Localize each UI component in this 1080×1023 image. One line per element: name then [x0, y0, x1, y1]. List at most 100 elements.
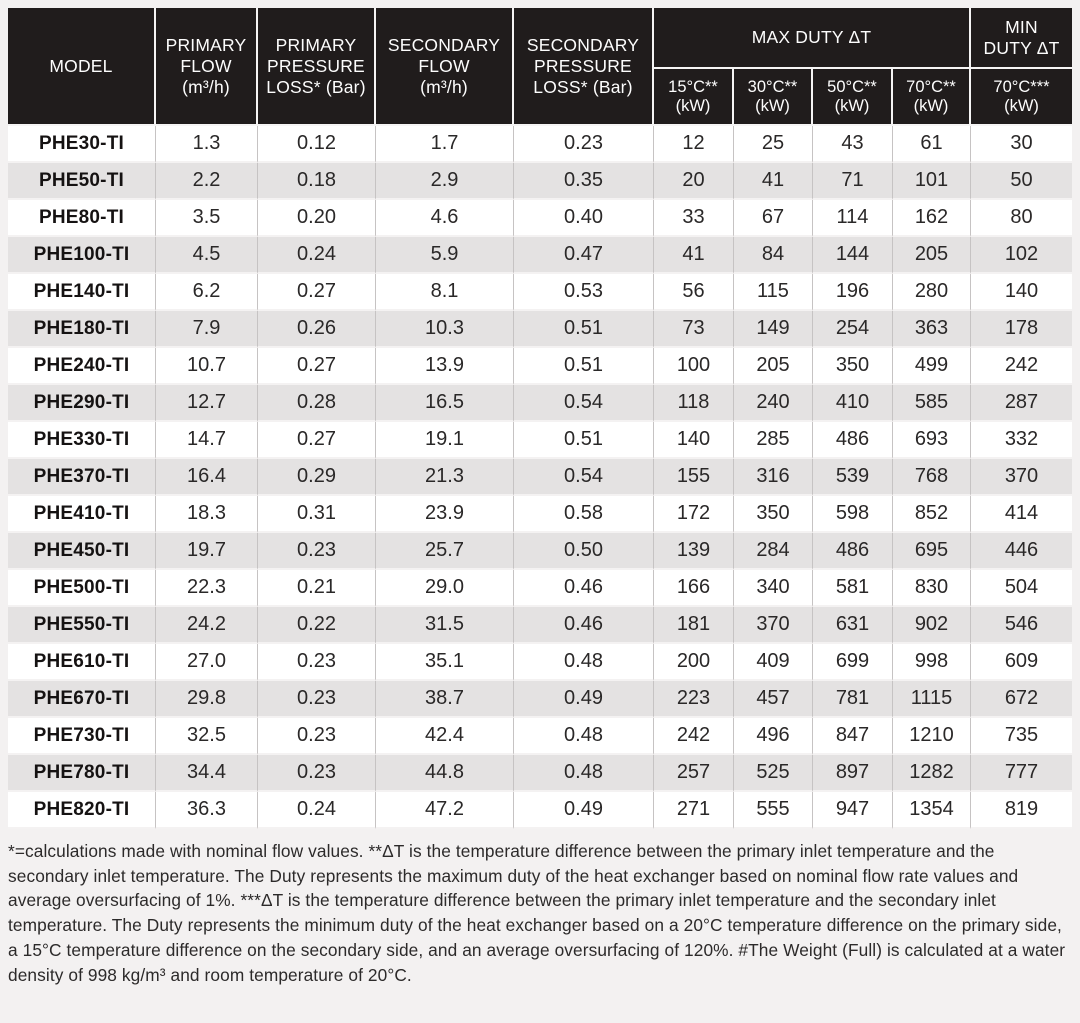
secondary-pressure-loss-cell: 0.46	[514, 570, 654, 607]
max-duty-70c-cell: 768	[893, 459, 971, 496]
min-duty-70c-cell: 370	[971, 459, 1072, 496]
min-duty-70c-cell: 735	[971, 718, 1072, 755]
primary-pressure-loss-cell: 0.28	[258, 385, 376, 422]
max-duty-50c-cell: 897	[813, 755, 893, 792]
table-row: PHE610-TI 27.0 0.23 35.1 0.48 200 409 69…	[8, 644, 1072, 681]
model-cell: PHE290-TI	[8, 385, 156, 422]
primary-flow-cell: 19.7	[156, 533, 258, 570]
table-row: PHE180-TI 7.9 0.26 10.3 0.51 73 149 254 …	[8, 311, 1072, 348]
primary-pressure-loss-cell: 0.27	[258, 422, 376, 459]
min-duty-70c-cell: 178	[971, 311, 1072, 348]
min-duty-70c-cell: 80	[971, 200, 1072, 237]
model-cell: PHE820-TI	[8, 792, 156, 829]
primary-flow-cell: 3.5	[156, 200, 258, 237]
primary-pressure-loss-cell: 0.21	[258, 570, 376, 607]
model-cell: PHE180-TI	[8, 311, 156, 348]
table-row: PHE500-TI 22.3 0.21 29.0 0.46 166 340 58…	[8, 570, 1072, 607]
max-duty-50c-cell: 486	[813, 533, 893, 570]
table-row: PHE330-TI 14.7 0.27 19.1 0.51 140 285 48…	[8, 422, 1072, 459]
table-row: PHE240-TI 10.7 0.27 13.9 0.51 100 205 35…	[8, 348, 1072, 385]
max-duty-70c-cell: 205	[893, 237, 971, 274]
max-duty-15c-cell: 139	[654, 533, 734, 570]
max-duty-30c-cell: 285	[734, 422, 813, 459]
max-duty-70c-cell: 902	[893, 607, 971, 644]
secondary-flow-cell: 1.7	[376, 126, 514, 163]
primary-flow-cell: 6.2	[156, 274, 258, 311]
primary-flow-cell: 4.5	[156, 237, 258, 274]
min-duty-70c-cell: 50	[971, 163, 1072, 200]
secondary-pressure-loss-cell: 0.58	[514, 496, 654, 533]
primary-pressure-loss-cell: 0.23	[258, 718, 376, 755]
col-header-secondary-pressure-loss: SECONDARY PRESSURE LOSS* (Bar)	[514, 8, 654, 126]
model-cell: PHE450-TI	[8, 533, 156, 570]
max-duty-30c-cell: 370	[734, 607, 813, 644]
max-duty-50c-cell: 847	[813, 718, 893, 755]
max-duty-50c-cell: 581	[813, 570, 893, 607]
max-duty-50c-cell: 254	[813, 311, 893, 348]
table-row: PHE80-TI 3.5 0.20 4.6 0.40 33 67 114 162…	[8, 200, 1072, 237]
max-duty-50c-cell: 350	[813, 348, 893, 385]
min-duty-70c-cell: 242	[971, 348, 1072, 385]
secondary-pressure-loss-cell: 0.48	[514, 718, 654, 755]
primary-pressure-loss-cell: 0.26	[258, 311, 376, 348]
secondary-pressure-loss-cell: 0.40	[514, 200, 654, 237]
col-header-secondary-flow: SECONDARY FLOW (m³/h)	[376, 8, 514, 126]
primary-pressure-loss-cell: 0.31	[258, 496, 376, 533]
secondary-flow-cell: 2.9	[376, 163, 514, 200]
primary-flow-cell: 12.7	[156, 385, 258, 422]
max-duty-15c-cell: 33	[654, 200, 734, 237]
min-duty-70c-cell: 287	[971, 385, 1072, 422]
max-duty-15c-cell: 166	[654, 570, 734, 607]
max-duty-15c-cell: 223	[654, 681, 734, 718]
secondary-flow-cell: 16.5	[376, 385, 514, 422]
table-row: PHE410-TI 18.3 0.31 23.9 0.58 172 350 59…	[8, 496, 1072, 533]
table-row: PHE550-TI 24.2 0.22 31.5 0.46 181 370 63…	[8, 607, 1072, 644]
max-duty-15c-cell: 12	[654, 126, 734, 163]
min-duty-70c-cell: 504	[971, 570, 1072, 607]
model-cell: PHE330-TI	[8, 422, 156, 459]
secondary-pressure-loss-cell: 0.51	[514, 348, 654, 385]
header-row-top: MODEL PRIMARY FLOW (m³/h) PRIMARY PRESSU…	[8, 8, 1072, 126]
primary-flow-cell: 10.7	[156, 348, 258, 385]
min-duty-70c-cell: 546	[971, 607, 1072, 644]
header-row-sub: 15°C** (kW) 30°C** (kW) 50°C** (kW) 70°C…	[8, 69, 1072, 126]
max-duty-30c-cell: 350	[734, 496, 813, 533]
primary-flow-cell: 36.3	[156, 792, 258, 829]
secondary-flow-cell: 5.9	[376, 237, 514, 274]
table-row: PHE290-TI 12.7 0.28 16.5 0.54 118 240 41…	[8, 385, 1072, 422]
max-duty-15c-cell: 200	[654, 644, 734, 681]
primary-pressure-loss-cell: 0.12	[258, 126, 376, 163]
secondary-flow-cell: 44.8	[376, 755, 514, 792]
max-duty-70c-cell: 585	[893, 385, 971, 422]
max-duty-15c-cell: 100	[654, 348, 734, 385]
secondary-flow-cell: 21.3	[376, 459, 514, 496]
primary-flow-cell: 1.3	[156, 126, 258, 163]
primary-flow-cell: 7.9	[156, 311, 258, 348]
secondary-pressure-loss-cell: 0.23	[514, 126, 654, 163]
secondary-flow-cell: 25.7	[376, 533, 514, 570]
max-duty-30c-cell: 525	[734, 755, 813, 792]
max-duty-15c-cell: 56	[654, 274, 734, 311]
max-duty-30c-cell: 496	[734, 718, 813, 755]
secondary-pressure-loss-cell: 0.35	[514, 163, 654, 200]
max-duty-30c-cell: 149	[734, 311, 813, 348]
primary-flow-cell: 32.5	[156, 718, 258, 755]
primary-pressure-loss-cell: 0.23	[258, 533, 376, 570]
table-header: MODEL PRIMARY FLOW (m³/h) PRIMARY PRESSU…	[8, 8, 1072, 126]
max-duty-30c-cell: 67	[734, 200, 813, 237]
max-duty-30c-cell: 84	[734, 237, 813, 274]
max-duty-15c-cell: 140	[654, 422, 734, 459]
min-duty-70c-cell: 30	[971, 126, 1072, 163]
max-duty-50c-cell: 71	[813, 163, 893, 200]
secondary-flow-cell: 31.5	[376, 607, 514, 644]
max-duty-50c-cell: 947	[813, 792, 893, 829]
max-duty-50c-cell: 631	[813, 607, 893, 644]
max-duty-30c-cell: 205	[734, 348, 813, 385]
max-duty-30c-cell: 240	[734, 385, 813, 422]
table-row: PHE370-TI 16.4 0.29 21.3 0.54 155 316 53…	[8, 459, 1072, 496]
max-duty-30c-cell: 555	[734, 792, 813, 829]
col-header-30c: 30°C** (kW)	[734, 69, 813, 126]
max-duty-30c-cell: 409	[734, 644, 813, 681]
model-cell: PHE500-TI	[8, 570, 156, 607]
table-row: PHE450-TI 19.7 0.23 25.7 0.50 139 284 48…	[8, 533, 1072, 570]
